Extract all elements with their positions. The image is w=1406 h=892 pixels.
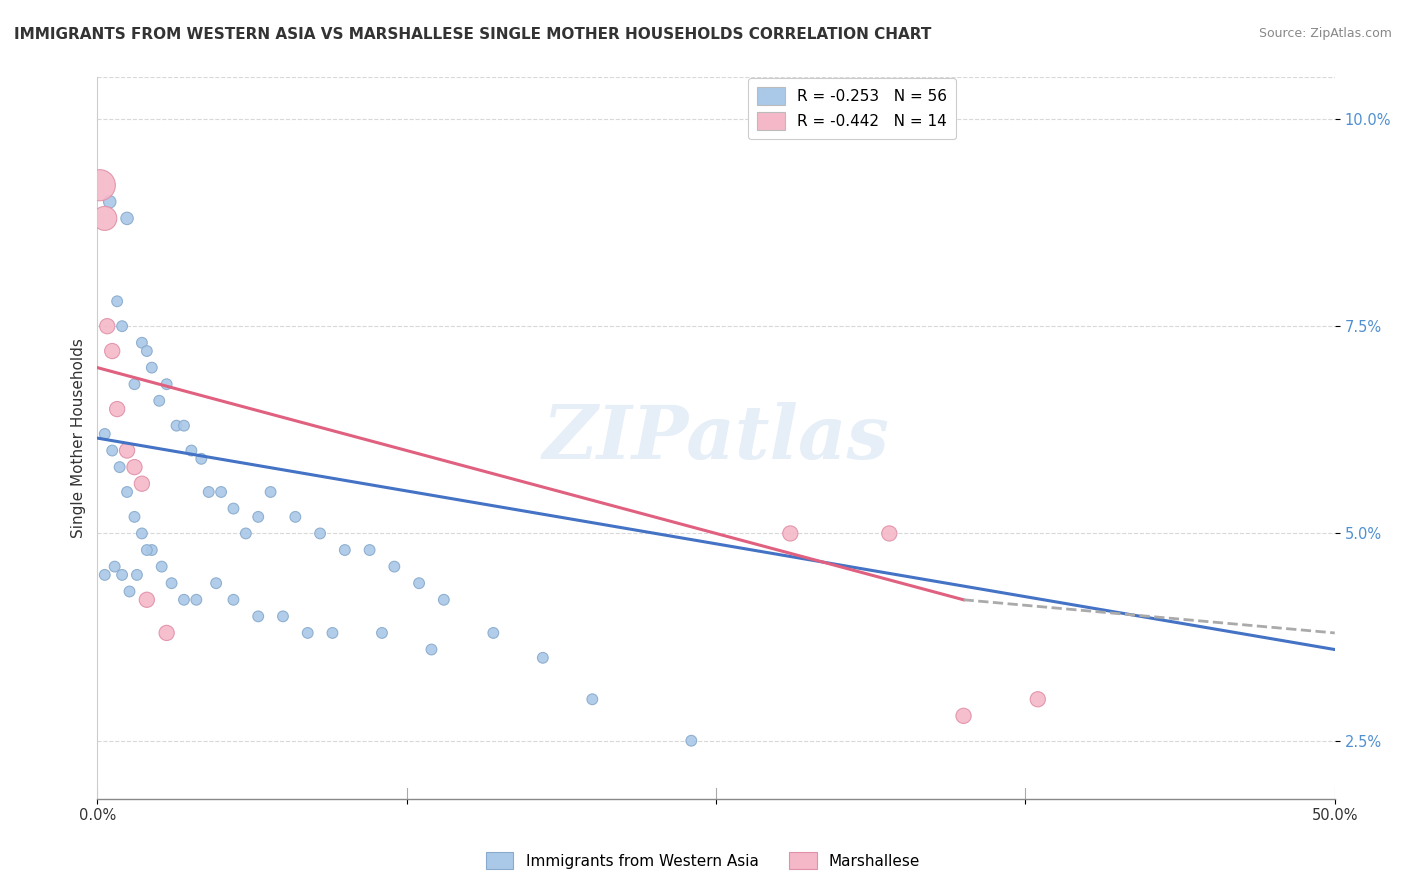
Point xyxy=(284,509,307,524)
Point xyxy=(94,211,117,226)
Point xyxy=(135,344,157,359)
Y-axis label: Single Mother Households: Single Mother Households xyxy=(72,338,86,538)
Point xyxy=(118,584,141,599)
Point xyxy=(104,559,127,574)
Point xyxy=(173,592,195,607)
Point xyxy=(333,543,356,558)
Point xyxy=(681,733,703,747)
Point xyxy=(111,319,134,334)
Text: IMMIGRANTS FROM WESTERN ASIA VS MARSHALLESE SINGLE MOTHER HOUSEHOLDS CORRELATION: IMMIGRANTS FROM WESTERN ASIA VS MARSHALL… xyxy=(14,27,931,42)
Legend: Immigrants from Western Asia, Marshallese: Immigrants from Western Asia, Marshalles… xyxy=(479,846,927,875)
Point xyxy=(101,344,124,359)
Point xyxy=(297,626,319,640)
Point xyxy=(209,485,232,500)
Point xyxy=(247,509,270,524)
Point xyxy=(531,650,554,665)
Point xyxy=(124,377,146,392)
Point xyxy=(186,592,208,607)
Point xyxy=(879,526,901,541)
Point xyxy=(141,360,163,375)
Point xyxy=(321,626,343,640)
Point xyxy=(222,592,245,607)
Point xyxy=(779,526,801,541)
Point xyxy=(420,642,443,657)
Point xyxy=(111,568,134,582)
Point xyxy=(581,692,603,706)
Point xyxy=(197,485,219,500)
Point xyxy=(141,543,163,558)
Point xyxy=(94,426,117,441)
Point xyxy=(150,559,173,574)
Point xyxy=(482,626,505,640)
Point xyxy=(952,709,974,723)
Point xyxy=(148,393,170,408)
Text: ZIPatlas: ZIPatlas xyxy=(543,402,890,475)
Point xyxy=(160,576,183,591)
Point xyxy=(205,576,228,591)
Point xyxy=(247,609,270,624)
Point xyxy=(115,211,138,226)
Point xyxy=(124,460,146,475)
Point xyxy=(124,509,146,524)
Point xyxy=(108,460,131,475)
Point xyxy=(89,178,111,193)
Point xyxy=(173,418,195,433)
Point xyxy=(222,501,245,516)
Point xyxy=(98,194,121,209)
Point xyxy=(135,543,157,558)
Point xyxy=(1026,692,1049,706)
Point xyxy=(235,526,257,541)
Point xyxy=(131,476,153,491)
Point xyxy=(271,609,294,624)
Point xyxy=(101,443,124,458)
Point xyxy=(94,568,117,582)
Point xyxy=(166,418,188,433)
Point xyxy=(359,543,381,558)
Point xyxy=(156,377,179,392)
Point xyxy=(105,294,128,309)
Point xyxy=(131,335,153,350)
Point xyxy=(105,402,128,417)
Point xyxy=(371,626,394,640)
Point xyxy=(115,443,138,458)
Legend: R = -0.253   N = 56, R = -0.442   N = 14: R = -0.253 N = 56, R = -0.442 N = 14 xyxy=(748,78,956,139)
Text: Source: ZipAtlas.com: Source: ZipAtlas.com xyxy=(1258,27,1392,40)
Point xyxy=(433,592,456,607)
Point xyxy=(382,559,405,574)
Point xyxy=(309,526,332,541)
Point xyxy=(408,576,430,591)
Point xyxy=(115,485,138,500)
Point xyxy=(180,443,202,458)
Point xyxy=(190,451,212,466)
Point xyxy=(125,568,148,582)
Point xyxy=(156,626,179,640)
Point xyxy=(259,485,281,500)
Point xyxy=(131,526,153,541)
Point xyxy=(135,592,157,607)
Point xyxy=(96,319,118,334)
